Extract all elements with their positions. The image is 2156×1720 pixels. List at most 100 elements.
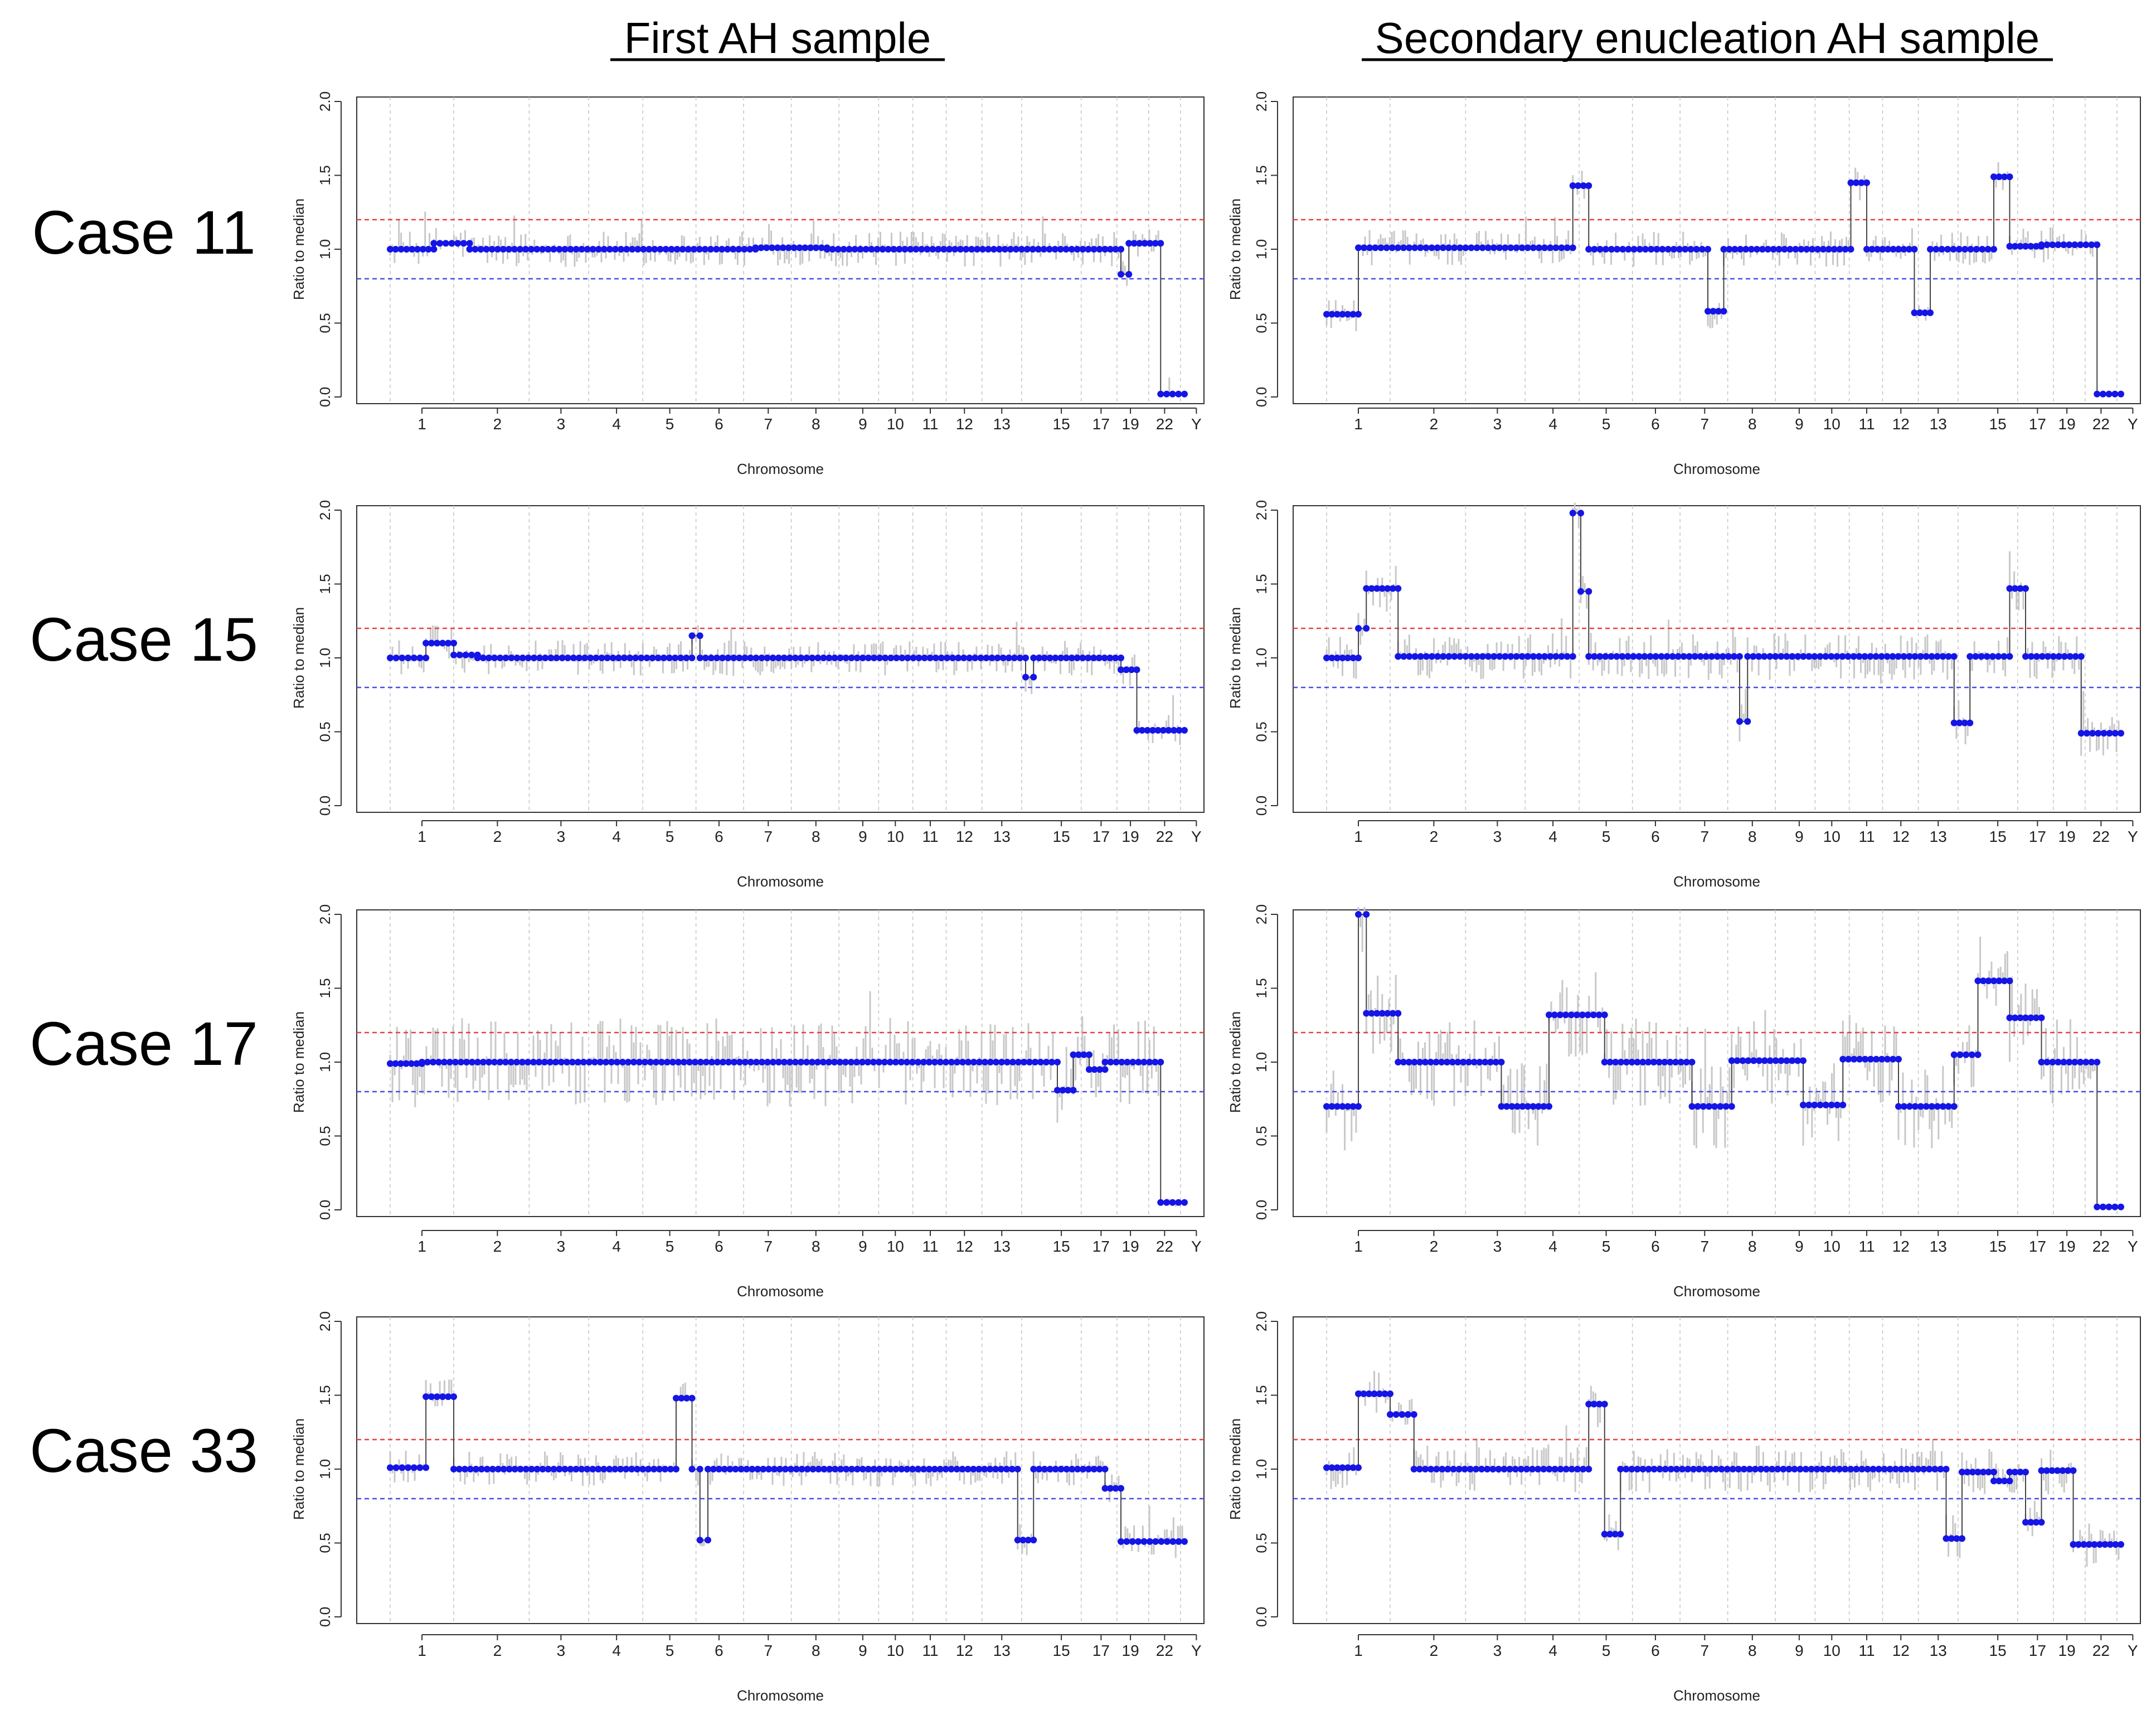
segment-point <box>1834 1101 1841 1108</box>
segment-point <box>564 1059 570 1065</box>
segment-point <box>809 1466 817 1472</box>
segment-point <box>625 1059 632 1065</box>
segment-point <box>2022 653 2029 660</box>
y-tick-label: 0.5 <box>1253 1533 1270 1553</box>
y-axis: 0.0 0.5 1.0 1.5 2.0 Ratio to median <box>1227 500 1278 816</box>
segment-point <box>1024 1537 1032 1544</box>
segment-point <box>705 1537 711 1544</box>
segment-point <box>1774 1466 1781 1472</box>
segment-point <box>1800 1057 1807 1064</box>
segment-point <box>458 1059 464 1065</box>
segment-point <box>2071 1059 2079 1065</box>
segment-point <box>1062 246 1070 253</box>
segment-point <box>678 1394 685 1402</box>
segment-point <box>1939 1103 1946 1110</box>
x-tick-label: 2 <box>1430 828 1439 845</box>
segment-point <box>1672 1059 1679 1065</box>
segment-point <box>589 246 596 253</box>
segment-point <box>873 246 881 253</box>
segment-point <box>820 655 827 661</box>
segment-point <box>1101 246 1109 253</box>
segment-point <box>870 1059 877 1065</box>
segment-point <box>1922 1103 1930 1110</box>
segment-point <box>1427 1059 1434 1065</box>
segment-point <box>1090 1466 1098 1472</box>
segment-point <box>1462 653 1469 660</box>
x-tick-label: 10 <box>1823 1642 1841 1659</box>
segment-point <box>1456 653 1464 660</box>
segment-point <box>1152 240 1159 247</box>
segment-point <box>1736 718 1743 725</box>
segment-point <box>436 240 444 247</box>
segment-point <box>578 1466 585 1472</box>
segment-point <box>519 655 526 661</box>
segment-point <box>798 1059 804 1065</box>
segment-point <box>1107 246 1114 253</box>
segment-point <box>909 1466 916 1472</box>
segment-point <box>915 655 922 661</box>
segment-point <box>1944 246 1951 253</box>
segment-point <box>1037 1059 1044 1065</box>
x-tick-label: 8 <box>1748 415 1757 433</box>
x-tick-label: 3 <box>557 415 566 433</box>
segment-point <box>736 655 743 661</box>
segment-point <box>949 655 956 661</box>
segment-point <box>638 655 645 661</box>
segment-point <box>696 655 703 661</box>
segment-point <box>456 651 463 658</box>
x-tick-label: 11 <box>922 1238 938 1255</box>
segment-point <box>1036 655 1043 661</box>
x-tick-label: 17 <box>2029 1238 2046 1255</box>
segment-point <box>1789 1057 1796 1064</box>
x-tick-label: 10 <box>887 1238 904 1255</box>
segment-point <box>1606 1059 1614 1065</box>
segment-point <box>1934 653 1941 660</box>
segment-point <box>1895 653 1902 660</box>
segment-point <box>1030 674 1037 681</box>
segment-point <box>1617 1530 1624 1538</box>
segment-point <box>1575 182 1582 190</box>
segment-point <box>499 246 507 253</box>
segment-point <box>2044 653 2051 660</box>
segment-point <box>1007 246 1014 253</box>
segment-point <box>1080 1051 1087 1058</box>
segment-point <box>1916 309 1923 316</box>
segment-point <box>1012 246 1019 253</box>
segment-point <box>1764 246 1771 253</box>
segment-point <box>887 1059 894 1065</box>
segment-point <box>1070 1087 1077 1094</box>
segment-point <box>1439 1466 1446 1472</box>
segment-point <box>1786 246 1794 253</box>
segment-point <box>1399 1411 1406 1418</box>
segment-point <box>2118 730 2124 737</box>
segment-point <box>2080 1541 2087 1548</box>
segment-point <box>2066 1059 2073 1065</box>
segment-point <box>586 1059 593 1065</box>
segment-point <box>1411 244 1419 251</box>
segment-point <box>1484 1466 1491 1472</box>
segment-point <box>1911 309 1918 316</box>
x-tick-label: 9 <box>1795 415 1804 433</box>
segment-point <box>1702 653 1710 660</box>
x-axis-label: Chromosome <box>1673 461 1760 477</box>
segment-point <box>1906 246 1912 253</box>
segment-point <box>2006 977 2013 985</box>
segment-point <box>1444 1466 1451 1472</box>
segment-point <box>673 246 681 253</box>
segment-point <box>1740 1466 1747 1472</box>
segment-point <box>1355 911 1362 918</box>
segment-point <box>505 246 512 253</box>
x-tick-label: 4 <box>1548 415 1557 433</box>
segment-point <box>946 246 953 253</box>
segment-point <box>1384 1010 1391 1017</box>
segment-point <box>2055 653 2062 660</box>
segment-point <box>1710 308 1717 315</box>
segment-point <box>1983 653 1990 660</box>
segment-point <box>1449 1059 1456 1065</box>
segment-point <box>472 246 479 253</box>
segment-point <box>1817 1101 1824 1108</box>
segment-point <box>1417 244 1424 251</box>
segment-point <box>813 244 820 251</box>
segment-point <box>1030 1466 1037 1472</box>
segment-point <box>1355 1464 1362 1471</box>
